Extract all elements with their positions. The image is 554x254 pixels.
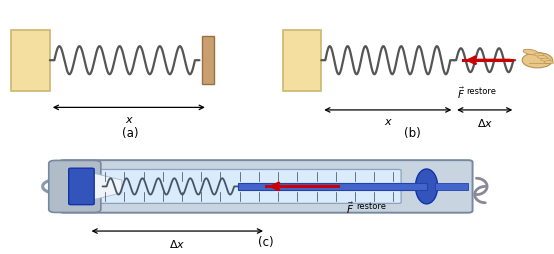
Text: $\Delta x$: $\Delta x$	[476, 117, 493, 129]
Text: (b): (b)	[404, 127, 421, 140]
Text: (a): (a)	[122, 127, 138, 140]
Text: x: x	[384, 117, 391, 127]
Ellipse shape	[416, 169, 438, 204]
FancyBboxPatch shape	[98, 170, 401, 204]
Ellipse shape	[522, 53, 553, 69]
Text: $\vec{F}$: $\vec{F}$	[346, 199, 355, 215]
Ellipse shape	[541, 59, 551, 62]
FancyBboxPatch shape	[59, 161, 473, 213]
FancyBboxPatch shape	[238, 183, 427, 190]
Text: restore: restore	[466, 86, 496, 95]
Ellipse shape	[537, 56, 547, 59]
FancyBboxPatch shape	[49, 161, 101, 213]
Text: $\vec{F}$: $\vec{F}$	[457, 85, 465, 101]
Text: restore: restore	[356, 201, 386, 210]
Text: x: x	[126, 114, 132, 124]
FancyBboxPatch shape	[69, 169, 94, 205]
FancyBboxPatch shape	[202, 37, 214, 85]
Ellipse shape	[523, 50, 538, 56]
Polygon shape	[92, 173, 122, 200]
Ellipse shape	[544, 61, 554, 65]
FancyBboxPatch shape	[11, 30, 50, 91]
Text: $\Delta x$: $\Delta x$	[169, 237, 186, 249]
Text: (c): (c)	[258, 235, 274, 248]
FancyBboxPatch shape	[435, 183, 468, 190]
FancyBboxPatch shape	[283, 30, 321, 91]
Ellipse shape	[534, 54, 544, 57]
